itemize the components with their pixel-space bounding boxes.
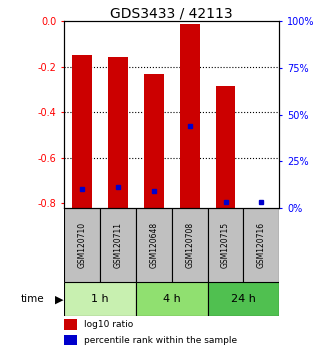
Text: time: time bbox=[21, 295, 45, 304]
Bar bbox=[208, 282, 279, 316]
Bar bbox=[64, 335, 77, 346]
Bar bbox=[108, 57, 128, 208]
Bar bbox=[208, 208, 243, 282]
Bar bbox=[64, 208, 100, 282]
Text: GSM120708: GSM120708 bbox=[185, 222, 194, 268]
Text: 1 h: 1 h bbox=[91, 295, 109, 304]
Text: GSM120711: GSM120711 bbox=[113, 222, 123, 268]
Bar bbox=[136, 208, 172, 282]
Text: GSM120648: GSM120648 bbox=[149, 222, 158, 268]
Text: GSM120710: GSM120710 bbox=[78, 222, 87, 268]
Text: percentile rank within the sample: percentile rank within the sample bbox=[83, 336, 237, 345]
Title: GDS3433 / 42113: GDS3433 / 42113 bbox=[110, 6, 233, 20]
Bar bbox=[216, 86, 235, 208]
Bar bbox=[243, 208, 279, 282]
Bar bbox=[64, 319, 77, 330]
Text: GSM120716: GSM120716 bbox=[257, 222, 266, 268]
Text: log10 ratio: log10 ratio bbox=[83, 320, 133, 330]
Text: 24 h: 24 h bbox=[231, 295, 256, 304]
Bar bbox=[72, 55, 92, 208]
Bar bbox=[136, 282, 208, 316]
Text: GSM120715: GSM120715 bbox=[221, 222, 230, 268]
Bar bbox=[64, 282, 136, 316]
Bar bbox=[100, 208, 136, 282]
Text: ▶: ▶ bbox=[55, 295, 64, 304]
Bar bbox=[172, 208, 208, 282]
Bar bbox=[180, 23, 200, 208]
Bar bbox=[144, 74, 164, 208]
Text: 4 h: 4 h bbox=[163, 295, 181, 304]
